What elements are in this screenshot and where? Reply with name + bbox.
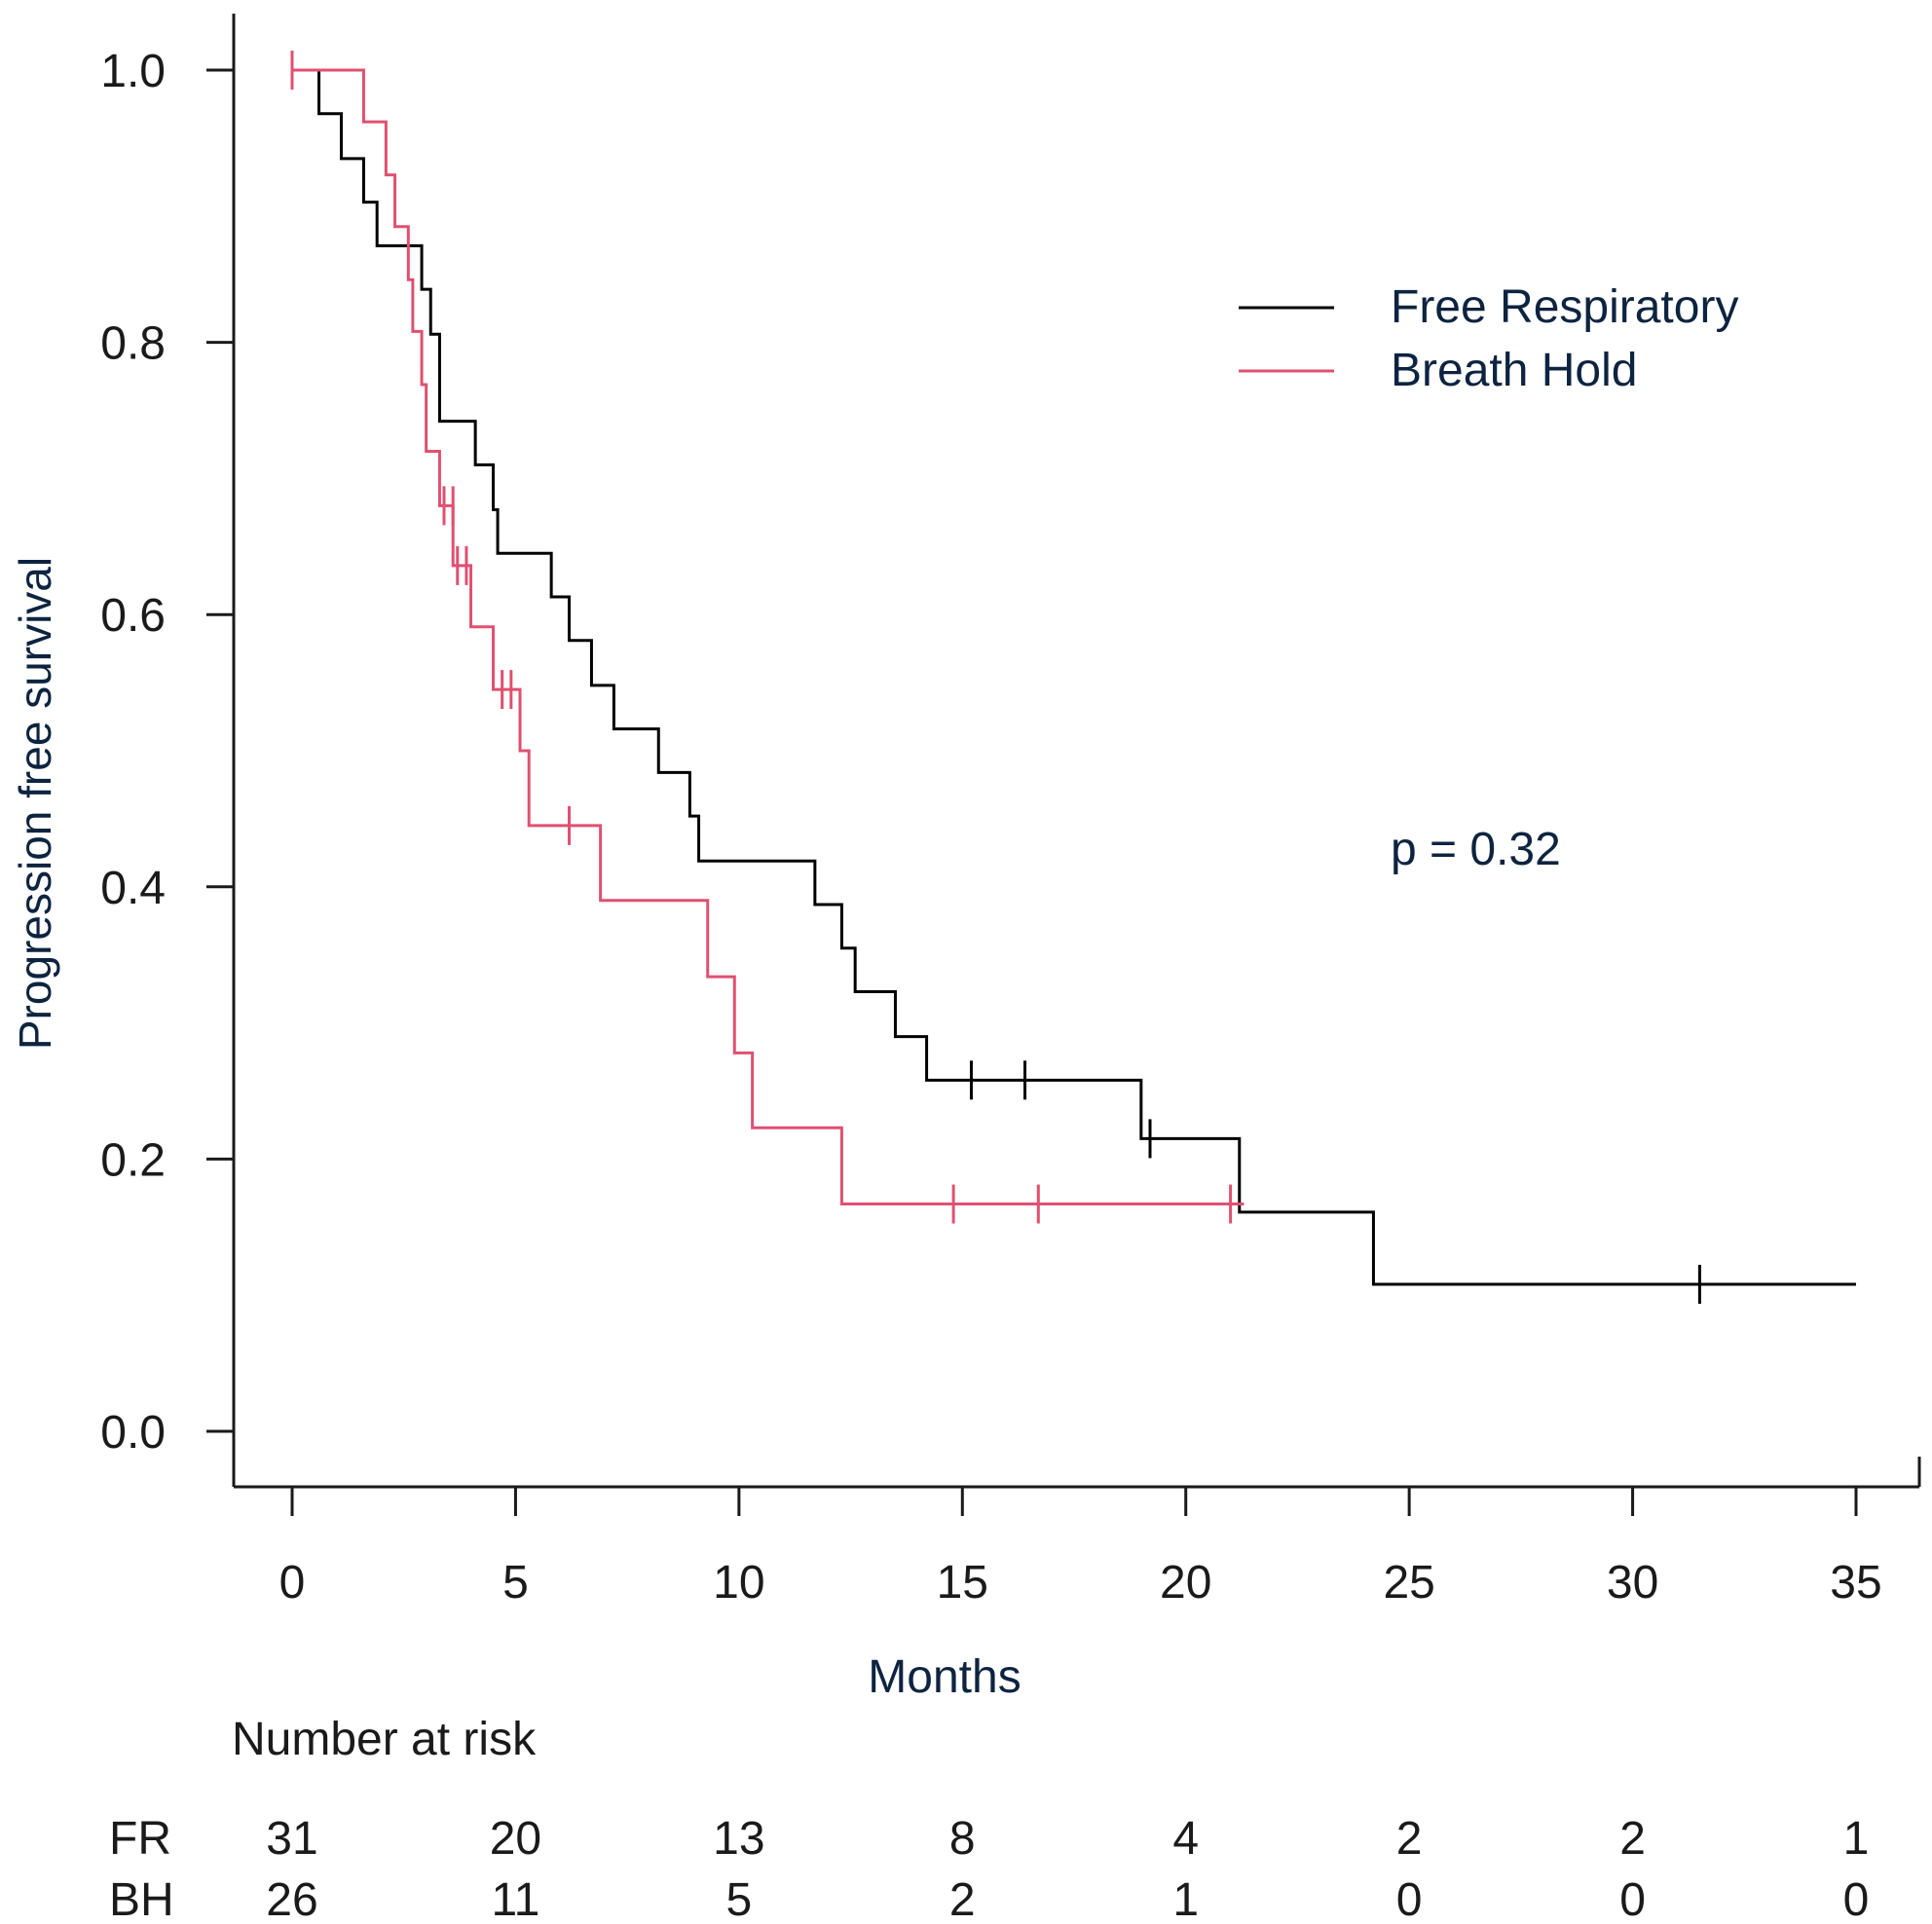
- risk-table-title: Number at risk: [232, 1714, 537, 1765]
- y-tick-label: 0.0: [100, 1407, 166, 1459]
- x-ticks: 0 5 10 15 20 25 30 35: [279, 1487, 1882, 1609]
- x-tick-label: 0: [279, 1557, 306, 1609]
- x-tick-label: 35: [1830, 1557, 1881, 1609]
- y-tick-label: 0.4: [100, 863, 166, 914]
- legend: Free Respiratory Breath Hold: [1239, 281, 1738, 396]
- series-line-free-respiratory: [292, 68, 1856, 1286]
- risk-value: 1: [1843, 1813, 1870, 1865]
- risk-value: 5: [726, 1874, 753, 1924]
- risk-value: 4: [1172, 1813, 1199, 1865]
- x-axis-title: Months: [868, 1651, 1021, 1703]
- series-layer: [290, 51, 1856, 1305]
- risk-value: 8: [949, 1813, 976, 1865]
- x-tick-label: 5: [502, 1557, 529, 1609]
- risk-value: 20: [490, 1813, 541, 1865]
- legend-label-breath-hold: Breath Hold: [1391, 345, 1637, 396]
- x-tick-label: 30: [1607, 1557, 1658, 1609]
- y-tick-label: 1.0: [100, 46, 166, 97]
- y-ticks: 0.0 0.2 0.4 0.6 0.8 1.0: [100, 46, 234, 1459]
- y-axis-title: Progression free survival: [10, 557, 60, 1050]
- risk-row-label: BH: [109, 1874, 174, 1924]
- risk-value: 31: [266, 1813, 317, 1865]
- x-tick-label: 25: [1383, 1557, 1434, 1609]
- risk-value: 13: [713, 1813, 764, 1865]
- legend-label-free-respiratory: Free Respiratory: [1391, 281, 1738, 333]
- risk-value: 1: [1172, 1874, 1199, 1924]
- risk-value: 11: [492, 1874, 540, 1924]
- y-tick-label: 0.2: [100, 1134, 166, 1186]
- risk-row-label: FR: [109, 1813, 171, 1865]
- x-tick-label: 20: [1160, 1557, 1211, 1609]
- risk-table: FR 31 20 13 8 4 2 2 1 BH 26 11 5 2 1 0 0 0: [109, 1813, 1869, 1924]
- y-tick-label: 0.6: [100, 590, 166, 642]
- p-value-annotation: p = 0.32: [1391, 824, 1561, 875]
- risk-value: 2: [949, 1874, 976, 1924]
- risk-value: 0: [1619, 1874, 1646, 1924]
- series-line-breath-hold: [292, 68, 1245, 1206]
- x-tick-label: 15: [937, 1557, 988, 1609]
- risk-value: 2: [1619, 1813, 1646, 1865]
- x-tick-label: 10: [713, 1557, 764, 1609]
- risk-value: 26: [266, 1874, 317, 1924]
- risk-value: 0: [1396, 1874, 1423, 1924]
- risk-value: 0: [1843, 1874, 1870, 1924]
- risk-value: 2: [1396, 1813, 1423, 1865]
- y-tick-label: 0.8: [100, 318, 166, 370]
